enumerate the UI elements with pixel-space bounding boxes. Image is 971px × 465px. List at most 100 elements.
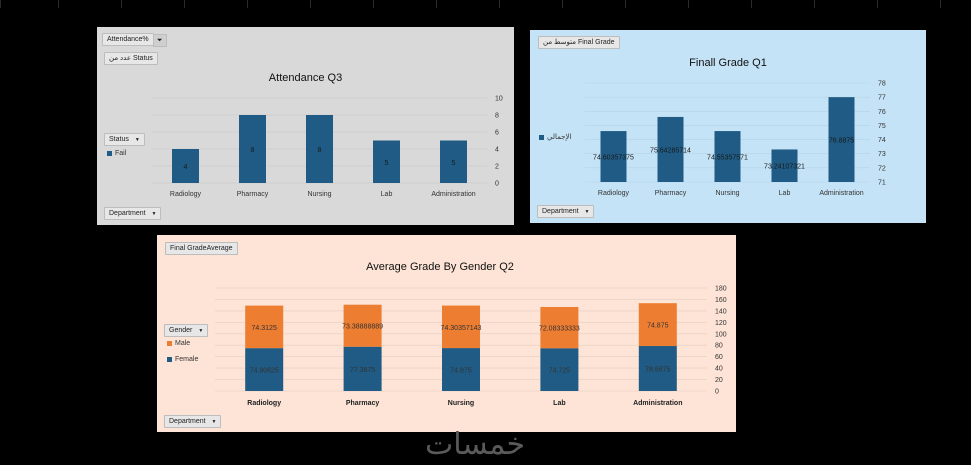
y-tick-label: 74 bbox=[878, 137, 886, 144]
bar bbox=[306, 115, 333, 183]
column-gridline bbox=[436, 0, 437, 8]
y-tick-label: 73 bbox=[878, 151, 886, 158]
y-tick-label: 180 bbox=[715, 286, 727, 293]
bar-segment-male bbox=[638, 303, 677, 347]
x-tick-label: Pharmacy bbox=[346, 400, 380, 407]
gender-grade-chart-title: Average Grade By Gender Q2 bbox=[366, 261, 514, 273]
y-tick-label: 100 bbox=[715, 331, 727, 338]
y-tick-label: 60 bbox=[715, 354, 723, 361]
gender-value-field-button[interactable]: Final GradeAverage bbox=[165, 242, 238, 255]
data-label: 74.90625 bbox=[250, 368, 279, 375]
x-tick-label: Lab bbox=[381, 191, 393, 198]
bar bbox=[714, 131, 741, 182]
gender-grade-chart-panel[interactable]: Final GradeAverage Average Grade By Gend… bbox=[157, 235, 736, 432]
data-label: 74.725 bbox=[549, 368, 571, 375]
attendance-filter-field-button[interactable]: Attendance% ⏷ bbox=[102, 33, 167, 47]
value-field-label: متوسط من Final Grade bbox=[543, 39, 615, 46]
bar bbox=[657, 116, 684, 182]
final-grade-value-field-button[interactable]: متوسط من Final Grade bbox=[538, 36, 620, 49]
legend-label: Female bbox=[175, 356, 199, 363]
bar-segment-male bbox=[442, 305, 480, 349]
gender-field-label: Gender bbox=[169, 327, 193, 334]
column-gridline bbox=[625, 0, 626, 8]
department-field-label: Department bbox=[169, 418, 206, 425]
bar-segment-female bbox=[442, 348, 480, 391]
data-label: 74.875 bbox=[647, 323, 669, 330]
data-label: 73.38888889 bbox=[342, 324, 383, 331]
bar-segment-male bbox=[343, 304, 382, 347]
data-label: 77.3875 bbox=[350, 367, 375, 374]
bar bbox=[172, 149, 199, 183]
legend-label: Male bbox=[175, 340, 191, 347]
x-tick-label: Radiology bbox=[598, 190, 630, 197]
y-tick-label: 77 bbox=[878, 95, 886, 102]
department-axis-field-button[interactable]: Department bbox=[104, 207, 162, 220]
data-label: 4 bbox=[184, 164, 188, 171]
data-label: 75.64285714 bbox=[650, 147, 691, 154]
legend-swatch-icon bbox=[107, 150, 112, 156]
column-gridline bbox=[688, 0, 689, 8]
department-field-label: Department bbox=[542, 208, 579, 215]
status-legend-field-button[interactable]: Status bbox=[104, 133, 145, 146]
x-tick-label: Radiology bbox=[247, 400, 281, 407]
gender-legend-field-button[interactable]: Gender bbox=[164, 324, 209, 337]
data-label: 8 bbox=[318, 147, 322, 154]
y-tick-label: 72 bbox=[878, 165, 886, 172]
y-tick-label: 8 bbox=[495, 113, 499, 120]
column-gridline bbox=[121, 0, 122, 8]
final-grade-chart-panel[interactable]: متوسط من Final Grade Finall Grade Q1 الإ… bbox=[530, 30, 926, 223]
column-gridline bbox=[58, 0, 59, 8]
bar bbox=[600, 131, 627, 182]
final-grade-chart-title: Finall Grade Q1 bbox=[689, 57, 767, 69]
bar bbox=[828, 97, 855, 182]
value-field-label: عدد من Status bbox=[109, 55, 153, 62]
legend-swatch-icon bbox=[539, 134, 544, 140]
data-label: 5 bbox=[385, 160, 389, 167]
data-label: 8 bbox=[251, 147, 255, 154]
gender-grade-chart-plot: 180 160 140 120 100 80 60 40 20 0 74.90625 74.3125 R… bbox=[215, 286, 727, 407]
attendance-chart-panel[interactable]: Attendance% ⏷ عدد من Status Attendance Q… bbox=[97, 27, 514, 225]
x-tick-label: Pharmacy bbox=[237, 191, 269, 198]
legend-swatch-icon bbox=[167, 356, 172, 362]
data-label: 78.6875 bbox=[645, 367, 670, 374]
column-gridline bbox=[751, 0, 752, 8]
value-field-label: Final GradeAverage bbox=[170, 245, 233, 252]
bar bbox=[771, 149, 798, 182]
legend-item-fail: Fail bbox=[107, 150, 126, 157]
column-gridline bbox=[814, 0, 815, 8]
column-gridline bbox=[373, 0, 374, 8]
final-grade-chart-plot: 78 77 76 75 74 73 72 71 74.60357375 Radiology 75.6… bbox=[585, 81, 886, 197]
y-tick-label: 20 bbox=[715, 377, 723, 384]
data-label: 74.875 bbox=[450, 368, 472, 375]
attendance-value-field-button[interactable]: عدد من Status bbox=[104, 52, 158, 65]
data-label: 5 bbox=[452, 160, 456, 167]
y-tick-label: 4 bbox=[495, 147, 499, 154]
y-tick-label: 10 bbox=[495, 96, 503, 103]
bar-segment-female bbox=[245, 348, 284, 391]
legend-item-total: الإجمالي bbox=[539, 133, 571, 141]
column-gridline bbox=[877, 0, 878, 8]
y-tick-label: 120 bbox=[715, 320, 727, 327]
column-gridline bbox=[940, 0, 941, 8]
legend-item-male: Male bbox=[167, 340, 190, 347]
department-axis-field-button[interactable]: Department bbox=[537, 205, 595, 218]
y-tick-label: 140 bbox=[715, 308, 727, 315]
column-gridline bbox=[0, 0, 1, 8]
y-tick-label: 160 bbox=[715, 297, 727, 304]
bar-segment-female bbox=[638, 346, 677, 391]
attendance-filter-label: Attendance% bbox=[107, 36, 149, 43]
bar-segment-male bbox=[540, 307, 579, 349]
bar bbox=[373, 140, 400, 183]
filter-funnel-icon[interactable]: ⏷ bbox=[152, 34, 167, 47]
x-tick-label: Nursing bbox=[715, 190, 739, 197]
legend-label: الإجمالي bbox=[547, 134, 572, 141]
spreadsheet-column-gridlines bbox=[0, 0, 971, 8]
khamsat-watermark: خمسات bbox=[425, 427, 526, 462]
data-label: 74.30357143 bbox=[441, 325, 482, 332]
department-field-label: Department bbox=[109, 210, 146, 217]
column-gridline bbox=[184, 0, 185, 8]
bar bbox=[239, 115, 266, 183]
department-axis-field-button[interactable]: Department bbox=[164, 415, 222, 428]
attendance-chart-title: Attendance Q3 bbox=[268, 72, 343, 84]
column-gridline bbox=[562, 0, 563, 8]
